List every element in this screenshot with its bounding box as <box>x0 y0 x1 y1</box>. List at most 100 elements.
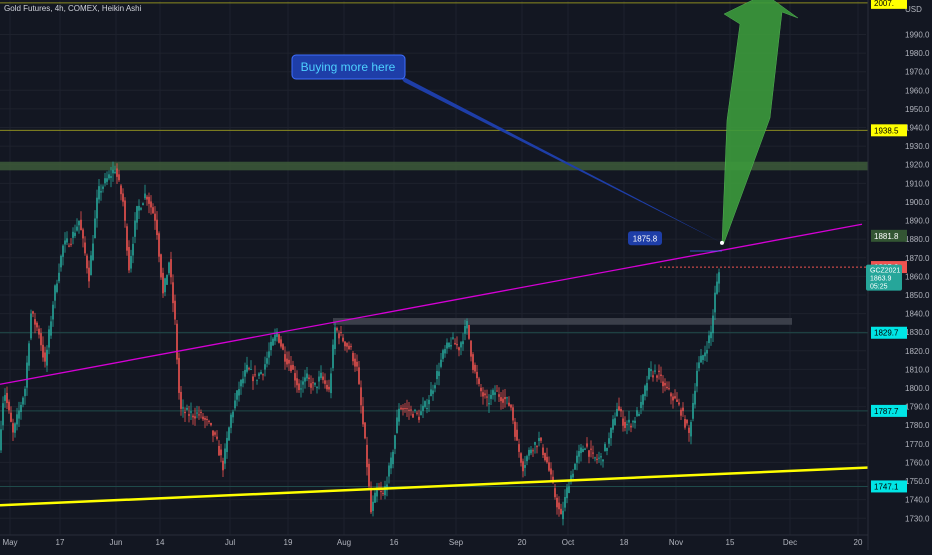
candle-body <box>366 444 368 468</box>
candle-body <box>596 458 598 460</box>
candle-body <box>542 447 544 456</box>
price-tag-level-1787[interactable]: 1787.7 <box>871 404 907 417</box>
candle-body <box>394 435 396 449</box>
candle-body <box>4 395 6 401</box>
price-tag-top-level[interactable]: 2007. <box>871 0 907 9</box>
candle-body <box>326 384 328 390</box>
candle-body <box>358 367 360 384</box>
candle-body <box>40 333 42 346</box>
resistance-zone <box>0 161 870 171</box>
candle-body <box>282 344 284 350</box>
candle-body <box>670 393 672 397</box>
callout-box[interactable] <box>291 54 406 80</box>
price-axis[interactable]: 1730.0 1740.0 1750.0 1760.0 1770.0 1780.0 1790… <box>866 0 932 550</box>
candle-body <box>94 218 96 239</box>
candle-body <box>132 243 134 256</box>
candle-body <box>102 186 104 189</box>
candle-body <box>8 401 10 411</box>
price-tag-text: 1938.5 <box>874 126 899 135</box>
candle-body <box>216 436 218 439</box>
symbol-info: Gold Futures, 4h, COMEX, Heikin Ashi <box>4 4 142 13</box>
candle-body <box>350 346 352 348</box>
candle-body <box>504 397 506 400</box>
candle-body <box>556 497 558 508</box>
candle-body <box>146 196 148 200</box>
candle-body <box>178 357 180 393</box>
candle-body <box>330 373 332 394</box>
candle-body <box>276 331 278 337</box>
candle-body <box>364 422 366 439</box>
price-tag-level-1938[interactable]: 1938.5 <box>871 124 907 137</box>
candle-body <box>536 446 538 448</box>
candle-body <box>466 320 468 329</box>
candle-body <box>196 412 198 414</box>
candle-body <box>114 171 116 173</box>
time-tick-label: 14 <box>156 538 165 547</box>
price-tag-text: 1747.1 <box>874 482 899 491</box>
candle-body <box>440 359 442 367</box>
candle-body <box>376 487 378 497</box>
candle-body <box>410 409 412 411</box>
candle-body <box>46 349 48 366</box>
candle-body <box>612 419 614 430</box>
price-tick-label: 1820.0 <box>905 347 930 356</box>
time-axis[interactable]: May 17 Jun 14 Jul 19 Aug 16 Sep 20 Oct 18 Nov 15 Dec 20 <box>0 534 868 547</box>
time-tick-label: Jun <box>110 538 123 547</box>
candle-body <box>450 345 452 347</box>
candle-body <box>56 283 58 292</box>
candle-body <box>250 369 252 371</box>
candle-body <box>408 409 410 411</box>
candle-body <box>368 463 370 487</box>
candle-body <box>18 410 20 419</box>
candle-body <box>412 413 414 418</box>
candle-body <box>288 359 290 364</box>
price-tick-label: 1870.0 <box>905 254 930 263</box>
yellow-trendline[interactable] <box>0 464 901 507</box>
price-tag-level-1881[interactable]: 1881.8 <box>871 229 907 242</box>
candle-body <box>640 401 642 409</box>
candle-body <box>138 205 140 211</box>
candle-body <box>576 455 578 463</box>
time-tick-label: 16 <box>390 538 399 547</box>
candle-body <box>430 389 432 397</box>
candle-body <box>616 408 618 417</box>
price-tag-level-1747[interactable]: 1747.1 <box>871 480 907 493</box>
candle-body <box>698 362 700 369</box>
candle-body <box>428 399 430 405</box>
time-tick-label: Oct <box>562 538 575 547</box>
candle-body <box>508 402 510 406</box>
candle-body <box>52 304 54 320</box>
candle-body <box>560 508 562 515</box>
candle-body <box>416 412 418 414</box>
candle-body <box>324 380 326 384</box>
candle-body <box>642 394 644 405</box>
candle-body <box>526 456 528 462</box>
candle-body <box>344 341 346 347</box>
candle-body <box>308 377 310 379</box>
candle-body <box>64 240 66 245</box>
candle-body <box>706 350 708 354</box>
candle-body <box>664 383 666 386</box>
candle-body <box>604 444 606 452</box>
candle-body <box>108 174 110 179</box>
candle-body <box>478 378 480 384</box>
marker-label-box <box>628 231 662 246</box>
candle-body <box>470 340 472 357</box>
price-tag-box <box>871 0 907 9</box>
candle-body <box>352 352 354 362</box>
candle-body <box>190 411 192 413</box>
price-tag-level-1829[interactable]: 1829.7 <box>871 326 907 339</box>
candle-body <box>150 201 152 208</box>
candle-body <box>694 390 696 405</box>
candle-body <box>462 341 464 345</box>
candle-body <box>398 408 400 422</box>
candle-body <box>302 381 304 385</box>
candle-body <box>256 379 258 381</box>
up-arrow <box>721 0 799 244</box>
price-tag-text: 1881.8 <box>874 232 899 241</box>
candle-body <box>110 176 112 178</box>
candle-body <box>546 456 548 463</box>
candle-body <box>550 468 552 475</box>
